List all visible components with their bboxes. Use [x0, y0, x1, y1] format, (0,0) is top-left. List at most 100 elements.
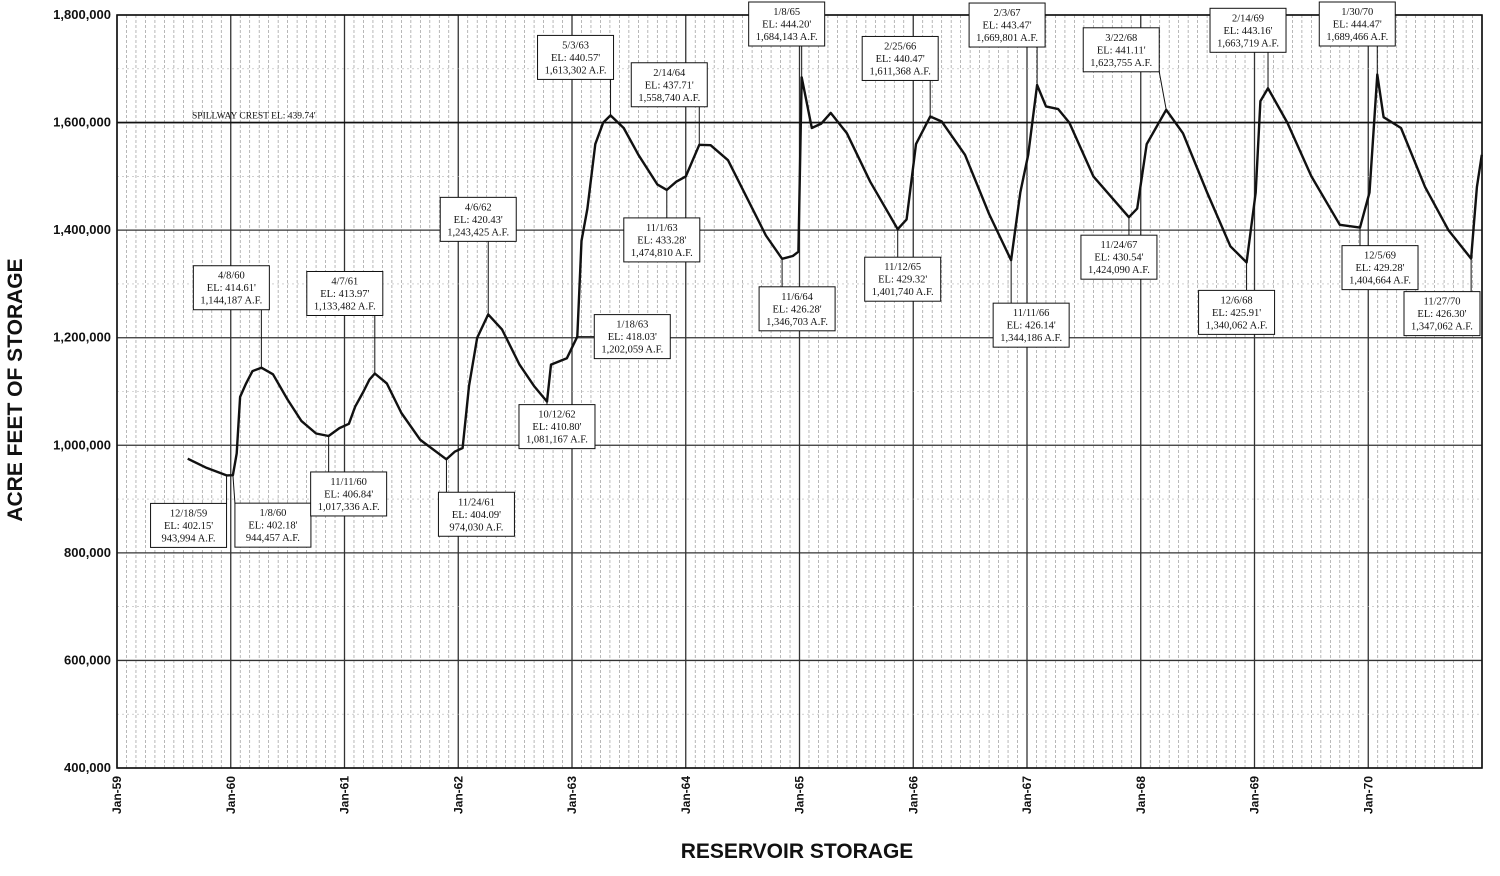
annotation-box: [1080, 234, 1158, 280]
annotation-text: EL: 433.28': [637, 235, 686, 246]
annotation-text: 12/5/69: [1364, 251, 1396, 262]
annotation-text: 1,344,186 A.F.: [1000, 333, 1062, 344]
annotation-text: 944,457 A.F.: [246, 533, 300, 544]
annotation-text: EL: 413.97': [320, 289, 369, 300]
annotation-text: 1,404,664 A.F.: [1349, 276, 1411, 287]
annotation-text: 1,623,755 A.F.: [1090, 58, 1152, 69]
annotation-text: 11/27/70: [1424, 297, 1461, 308]
y-axis-title: ACRE FEET OF STORAGE: [4, 258, 27, 521]
annotation-callout: 5/3/63 EL: 440.57'1,613,302 A.F.: [537, 34, 615, 116]
annotation-box: [1198, 289, 1276, 335]
annotation-text: 4/6/62: [465, 202, 492, 213]
annotation-text: EL: 404.09': [452, 510, 501, 521]
annotation-text: 1/8/65: [773, 7, 800, 18]
annotation-text: 1,243,425 A.F.: [447, 227, 509, 238]
annotation-text: 1,669,801 A.F.: [976, 33, 1038, 44]
spillway-crest-line: SPILLWAY CREST EL: 439.74': [117, 112, 1482, 124]
annotation-box: [864, 256, 942, 302]
annotation-box: [748, 1, 826, 47]
y-tick-label: 400,000: [64, 760, 111, 775]
annotation-text: 11/24/67: [1100, 240, 1137, 251]
annotation-text: EL: 443.47': [983, 21, 1032, 32]
annotation-callout: 11/24/61 EL: 404.09'974,030 A.F.: [437, 459, 515, 537]
annotation-text: EL: 430.54': [1094, 253, 1143, 264]
annotation-text: EL: 441.11': [1097, 45, 1146, 56]
annotation-text: 1,144,187 A.F.: [200, 296, 262, 307]
annotation-text: EL: 402.18': [248, 521, 297, 532]
annotation-text: EL: 406.84': [324, 489, 373, 500]
annotation-text: 11/6/64: [781, 292, 813, 303]
annotation-text: 1,401,740 A.F.: [872, 287, 934, 298]
annotation-text: 1,474,810 A.F.: [631, 248, 693, 259]
annotation-text: 2/25/66: [884, 41, 916, 52]
annotation-text: EL: 425.91': [1212, 308, 1261, 319]
annotation-box: [593, 314, 671, 360]
storage-series: [187, 73, 1483, 477]
annotation-text: 1,558,740 A.F.: [638, 93, 700, 104]
x-tick-label: Jan-70: [1361, 776, 1375, 814]
storage-line: [187, 73, 1483, 477]
annotation-text: 1,611,368 A.F.: [869, 66, 931, 77]
annotation-text: 4/7/61: [331, 276, 358, 287]
annotation-text: 1/8/60: [260, 508, 287, 519]
annotation-text: EL: 426.30': [1417, 309, 1466, 320]
annotation-text: 12/18/59: [170, 508, 207, 519]
annotation-text: EL: 426.28': [773, 304, 822, 315]
x-tick-label: Jan-59: [110, 776, 124, 814]
annotation-box: [968, 2, 1046, 48]
annotation-text: 11/11/60: [330, 477, 367, 488]
annotation-box: [1209, 7, 1287, 53]
annotation-text: 1,684,143 A.F.: [756, 32, 818, 43]
annotation-text: 1,133,482 A.F.: [314, 301, 376, 312]
annotation-box: [306, 270, 384, 316]
annotation-box: [1082, 27, 1160, 73]
annotation-text: 12/6/68: [1221, 295, 1253, 306]
y-tick-label: 1,200,000: [53, 330, 111, 345]
annotation-text: 1,663,719 A.F.: [1217, 38, 1279, 49]
annotation-text: EL: 402.15': [164, 521, 213, 532]
x-tick-label: Jan-67: [1020, 776, 1034, 814]
annotation-box: [150, 502, 228, 548]
annotation-text: 2/14/64: [653, 68, 686, 79]
annotation-text: 1,689,466 A.F.: [1326, 32, 1388, 43]
y-tick-label: 1,800,000: [53, 7, 111, 22]
annotation-text: EL: 414.61': [207, 283, 256, 294]
annotation-text: EL: 444.20': [762, 20, 811, 31]
annotation-box: [437, 491, 515, 537]
annotation-text: 11/1/63: [646, 223, 678, 234]
annotation-text: 1,017,336 A.F.: [318, 502, 380, 513]
annotation-text: 11/24/61: [458, 497, 495, 508]
annotation-box: [861, 35, 939, 81]
annotation-callout: 4/7/61 EL: 413.97'1,133,482 A.F.: [306, 270, 384, 374]
annotation-text: 1,613,302 A.F.: [545, 65, 607, 76]
annotation-box: [623, 217, 701, 263]
annotation-text: 1/30/70: [1341, 7, 1373, 18]
annotation-text: 1,202,059 A.F.: [601, 345, 663, 356]
annotation-text: 1/18/63: [616, 320, 648, 331]
annotation-text: 974,030 A.F.: [449, 522, 503, 533]
annotation-text: EL: 410.80': [532, 422, 581, 433]
annotation-box: [758, 286, 836, 332]
y-tick-label: 800,000: [64, 545, 111, 560]
x-tick-label: Jan-62: [451, 776, 465, 814]
y-tick-label: 1,000,000: [53, 437, 111, 452]
x-tick-label: Jan-69: [1248, 776, 1262, 814]
annotation-text: EL: 429.28': [1355, 263, 1404, 274]
annotation-box: [310, 471, 388, 517]
annotation-text: 943,994 A.F.: [162, 533, 216, 544]
annotation-box: [1403, 291, 1481, 337]
y-tick-label: 1,400,000: [53, 222, 111, 237]
annotation-text: 2/14/69: [1232, 13, 1264, 24]
annotation-text: EL: 420.43': [454, 215, 503, 226]
annotation-callout: 12/18/59 EL: 402.15'943,994 A.F.: [150, 475, 228, 548]
annotation-leader: [232, 475, 236, 504]
annotation-text: EL: 444.47': [1333, 20, 1382, 31]
annotation-text: 1,081,167 A.F.: [526, 435, 588, 446]
y-axis-ticks: 400,000 600,000 800,000 1,000,000 1,200,000 1…: [53, 7, 111, 775]
